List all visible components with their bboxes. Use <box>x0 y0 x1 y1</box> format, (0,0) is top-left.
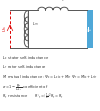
Text: $L_s$  stator self-inductance: $L_s$ stator self-inductance <box>2 54 49 62</box>
Text: $U_s$: $U_s$ <box>1 26 9 32</box>
Text: $L_m$: $L_m$ <box>32 21 39 28</box>
Text: $\sigma = 1 - \frac{M^2}{L_s L_r}$  coefficient of: $\sigma = 1 - \frac{M^2}{L_s L_r}$ coeff… <box>2 83 48 94</box>
Text: $\frac{R_r}{s}$: $\frac{R_r}{s}$ <box>60 0 64 4</box>
Text: $L_{\sigma r}$: $L_{\sigma r}$ <box>43 0 51 3</box>
Text: $L_r$  rotor self-inductance: $L_r$ rotor self-inductance <box>2 64 47 71</box>
Bar <box>87 10 93 48</box>
Text: $\frac{R'_r}{s}$: $\frac{R'_r}{s}$ <box>84 26 96 32</box>
Text: $R_r$  resistance       $R'_r = \left(\frac{1}{\sigma}\right)^2 R_r = R_r$: $R_r$ resistance $R'_r = \left(\frac{1}{… <box>2 92 64 102</box>
Text: $M$  mutual inductance : $\Psi_s = L_s i_s + M i_r$  $\Psi_r = M i_s + L_r i_r$: $M$ mutual inductance : $\Psi_s = L_s i_… <box>2 73 97 81</box>
